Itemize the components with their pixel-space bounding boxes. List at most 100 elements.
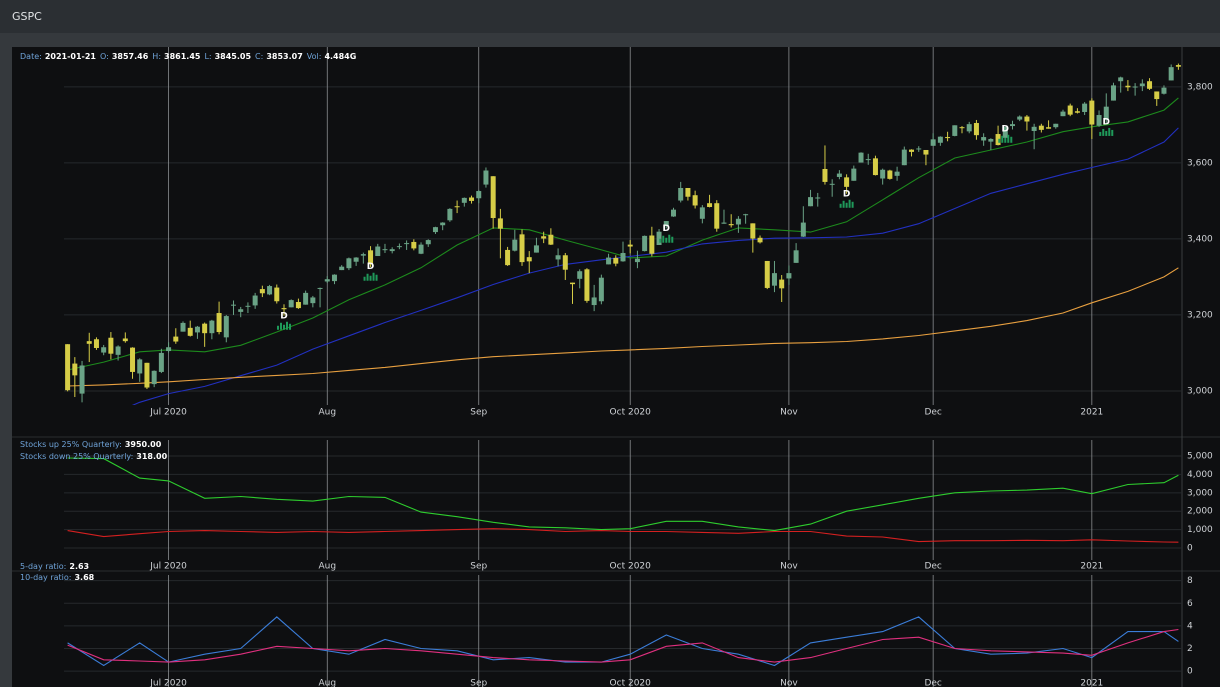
candle-body bbox=[923, 149, 929, 155]
candle-body bbox=[1154, 91, 1160, 100]
y-tick-label: 0 bbox=[1187, 667, 1193, 677]
y-tick-label: 2 bbox=[1187, 644, 1193, 654]
candle-body bbox=[187, 327, 193, 336]
candle-body bbox=[432, 227, 438, 233]
x-tick-label: Dec bbox=[924, 562, 941, 572]
candle-body bbox=[800, 222, 806, 237]
candle-body bbox=[144, 362, 150, 388]
marker-icon bbox=[1099, 127, 1114, 136]
info-value: 3861.45 bbox=[164, 52, 201, 61]
line bbox=[67, 457, 1179, 532]
marker-icon-bar bbox=[842, 200, 845, 208]
info-value: 3853.07 bbox=[266, 52, 302, 61]
marker-icon-bar bbox=[662, 235, 665, 243]
x-tick-label: Jul 2020 bbox=[149, 562, 187, 572]
candle-body bbox=[360, 254, 366, 256]
legend-value: 3.68 bbox=[74, 573, 94, 582]
candle-body bbox=[966, 124, 972, 132]
candle-body bbox=[173, 336, 179, 342]
x-tick-label: Aug bbox=[318, 408, 336, 418]
x-tick-label: Oct 2020 bbox=[610, 408, 652, 418]
candle-body bbox=[137, 359, 143, 374]
candle-body bbox=[216, 313, 222, 333]
candle-body bbox=[1038, 125, 1044, 130]
info-value: 4.484G bbox=[324, 52, 356, 61]
candle-body bbox=[122, 338, 128, 342]
candle-body bbox=[894, 171, 900, 176]
candle-body bbox=[858, 152, 864, 163]
candle-body bbox=[1031, 126, 1037, 131]
y-tick-label: 5,000 bbox=[1187, 452, 1213, 462]
y-tick-label: 3,000 bbox=[1187, 386, 1213, 396]
candle-body bbox=[815, 197, 821, 199]
marker-icon-bar bbox=[1111, 129, 1114, 136]
candle-body bbox=[288, 300, 294, 308]
candle-body bbox=[1168, 67, 1174, 81]
candle-body bbox=[461, 197, 467, 203]
x-tick-label: Sep bbox=[470, 562, 487, 572]
candle-body bbox=[1096, 115, 1102, 126]
y-tick-label: 2,000 bbox=[1187, 507, 1213, 517]
plot bbox=[64, 575, 1182, 687]
candle-body bbox=[1009, 124, 1015, 127]
x-tick-label: Aug bbox=[318, 679, 336, 687]
candle-body bbox=[368, 250, 374, 265]
marker-icon-bar bbox=[665, 237, 668, 243]
line bbox=[67, 628, 1179, 663]
candle-body bbox=[743, 214, 749, 216]
candle-body bbox=[194, 326, 200, 333]
candle-body bbox=[620, 252, 626, 262]
marker-label: D bbox=[663, 224, 670, 234]
marker-icon bbox=[839, 199, 854, 208]
candle-body bbox=[880, 169, 886, 179]
legend-value: 318.00 bbox=[136, 452, 167, 461]
candle-body bbox=[728, 224, 734, 226]
marker-icon-bar bbox=[668, 234, 671, 243]
marker-icon bbox=[363, 272, 378, 281]
candle-body bbox=[872, 158, 878, 176]
plot bbox=[64, 440, 1182, 560]
chart-area bbox=[12, 47, 1220, 687]
plot bbox=[64, 47, 1182, 405]
marker-icon-bar bbox=[1001, 135, 1004, 143]
candle-body bbox=[570, 282, 576, 285]
marker-label: D bbox=[843, 189, 850, 199]
candle-body bbox=[988, 138, 994, 142]
candle-body bbox=[447, 208, 453, 221]
candle-body bbox=[108, 337, 114, 354]
candle-body bbox=[1067, 105, 1073, 115]
marker-label: D bbox=[280, 311, 287, 321]
candle-body bbox=[497, 218, 503, 229]
candle-body bbox=[238, 309, 244, 312]
candle-body bbox=[663, 221, 669, 226]
candle-body bbox=[281, 308, 287, 310]
legend-name: 10-day ratio: bbox=[20, 573, 71, 582]
candle-body bbox=[699, 207, 705, 219]
candle-body bbox=[750, 223, 756, 239]
candle-body bbox=[93, 339, 99, 348]
candle-body bbox=[418, 244, 424, 254]
x-tick-label: 2021 bbox=[1080, 408, 1103, 418]
info-label: Date: bbox=[20, 52, 42, 61]
header-title: GSPC bbox=[12, 10, 42, 23]
candle-body bbox=[339, 266, 345, 271]
candle-body bbox=[259, 289, 265, 294]
marker-icon-bar bbox=[282, 324, 285, 330]
candle-body bbox=[1125, 85, 1131, 88]
marker-icon-bar bbox=[279, 322, 282, 330]
info-label: O: bbox=[100, 52, 109, 61]
line bbox=[67, 616, 1179, 667]
y-tick-label: 3,600 bbox=[1187, 158, 1213, 168]
candle-body bbox=[86, 341, 92, 344]
marker-icon-bar bbox=[276, 325, 279, 330]
marker-icon-bar bbox=[671, 236, 674, 243]
x-tick-label: Jul 2020 bbox=[149, 408, 187, 418]
candle-body bbox=[959, 127, 965, 129]
candle-body bbox=[685, 187, 691, 197]
marker-icon bbox=[659, 234, 674, 243]
x-tick-label: Oct 2020 bbox=[610, 679, 652, 687]
x-tick-label: 2021 bbox=[1080, 562, 1103, 572]
candle-body bbox=[1103, 106, 1109, 120]
candle-body bbox=[613, 257, 619, 264]
candle-body bbox=[1053, 123, 1059, 128]
